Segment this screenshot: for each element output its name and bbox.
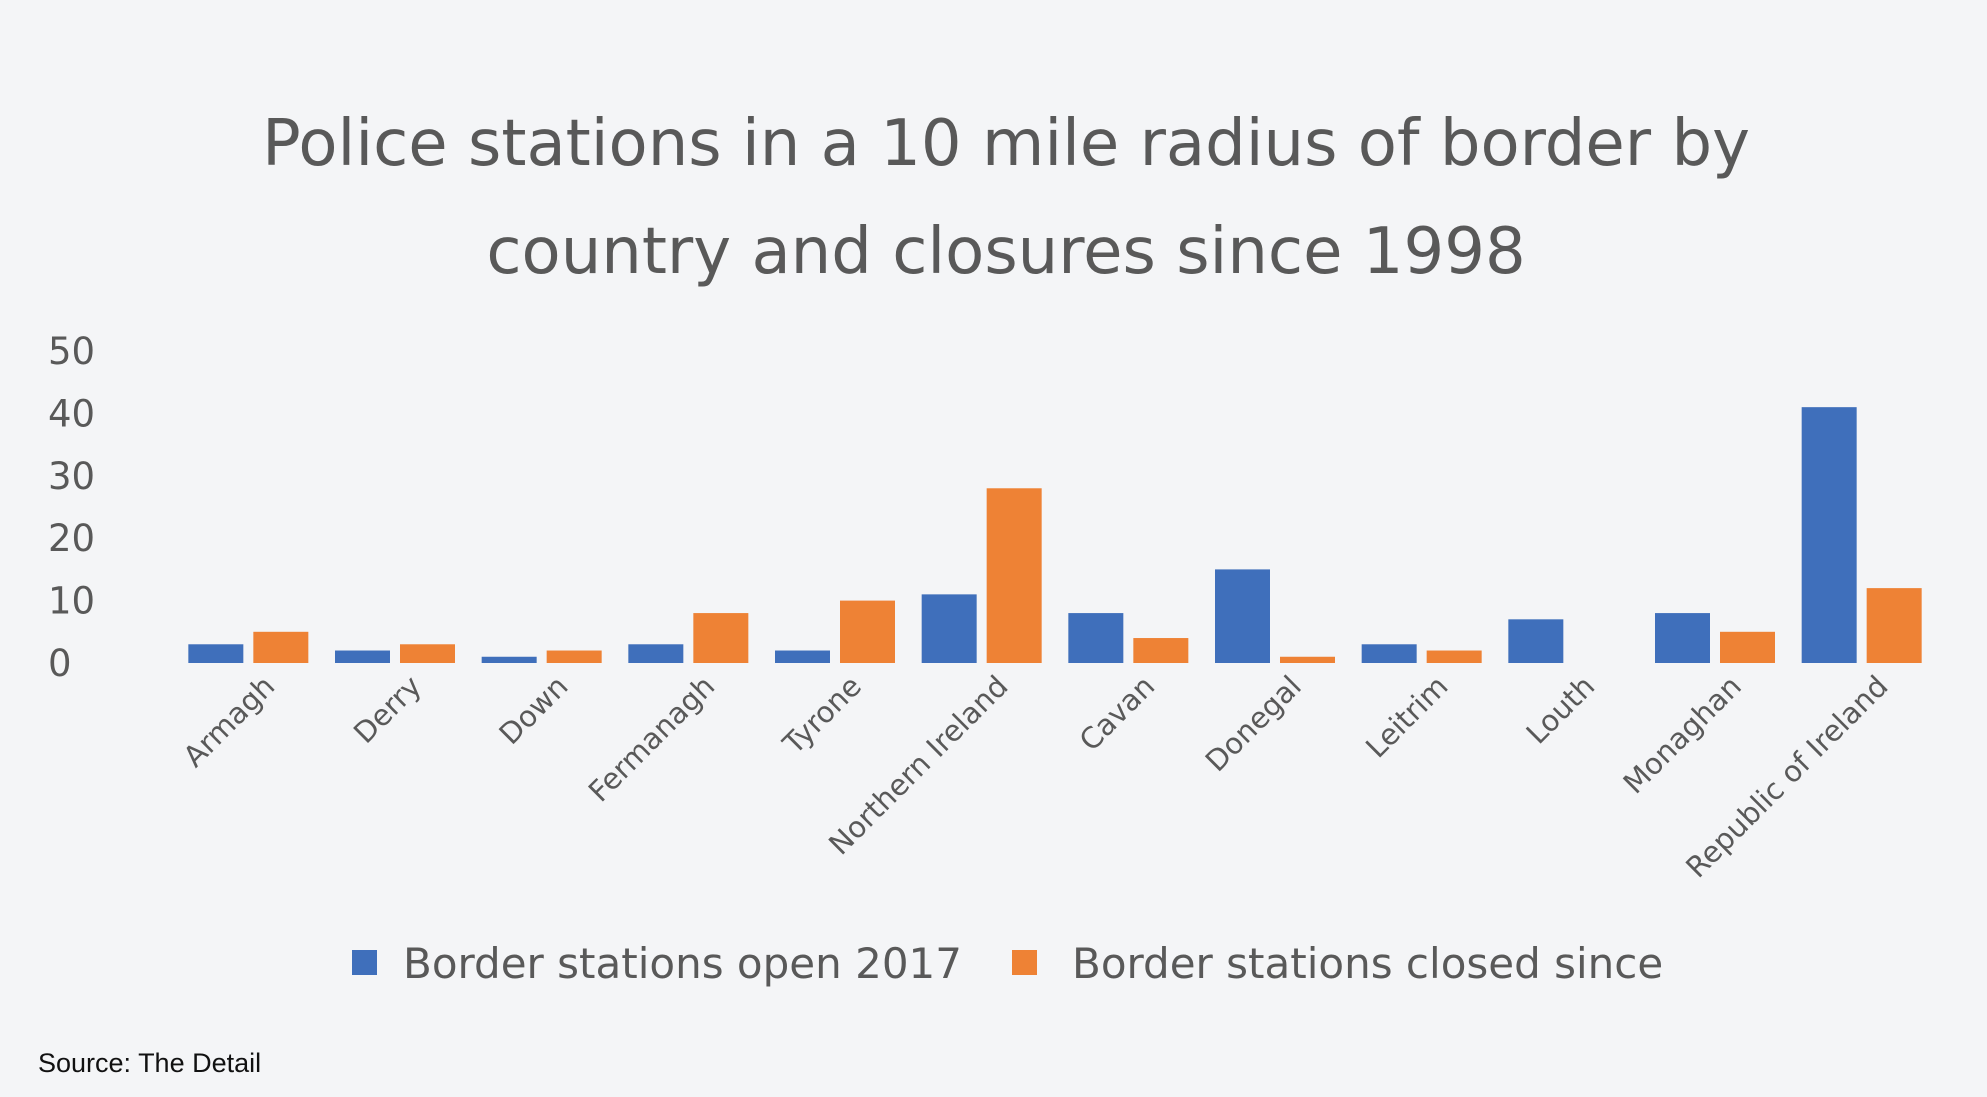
bar-open-derry	[335, 650, 390, 663]
source-note: Source: The Detail	[38, 1048, 261, 1078]
bar-open-cavan	[1068, 613, 1124, 663]
x-tick-label: Donegal	[1199, 669, 1308, 778]
bar-open-down	[481, 656, 537, 663]
legend-swatch-closed	[1012, 950, 1037, 975]
bar-closed-derry	[400, 644, 455, 663]
y-tick-label: 50	[48, 330, 95, 373]
x-tick-label: Armagh	[177, 669, 282, 774]
bar-closed-northern-ireland	[986, 488, 1042, 663]
y-tick-label: 0	[48, 642, 72, 685]
bar-closed-armagh	[253, 631, 309, 663]
x-tick-label: Down	[492, 669, 574, 751]
y-axis: 50 40 30 20 10 0	[48, 330, 95, 685]
chart-title-line-1: Police stations in a 10 mile radius of b…	[262, 107, 1750, 181]
bar-closed-republic-of-ireland	[1866, 588, 1922, 663]
y-tick-label: 10	[48, 580, 95, 623]
legend: Border stations open 2017 Border station…	[352, 939, 1663, 988]
chart-title-line-2: country and closures since 1998	[486, 215, 1525, 289]
x-tick-label: Monaghan	[1617, 669, 1748, 800]
bar-closed-down	[546, 650, 602, 663]
bar-open-leitrim	[1361, 644, 1417, 663]
bar-open-republic-of-ireland	[1801, 407, 1857, 663]
bar-closed-cavan	[1133, 638, 1189, 663]
bar-open-monaghan	[1655, 613, 1710, 663]
bar-open-fermanagh	[628, 644, 684, 663]
bar-open-tyrone	[775, 650, 830, 663]
bar-closed-leitrim	[1426, 650, 1482, 663]
x-tick-label: Derry	[347, 669, 428, 750]
bar-closed-monaghan	[1720, 631, 1775, 663]
x-tick-label: Leitrim	[1359, 669, 1455, 765]
bars	[188, 407, 1922, 663]
bar-open-louth	[1508, 619, 1564, 663]
x-tick-label: Fermanagh	[582, 669, 722, 809]
x-tick-label: Louth	[1520, 669, 1602, 751]
y-tick-label: 20	[48, 517, 95, 560]
bar-closed-donegal	[1280, 656, 1335, 663]
bar-closed-fermanagh	[693, 613, 749, 663]
bar-open-armagh	[188, 644, 244, 663]
bar-closed-tyrone	[840, 600, 895, 663]
y-tick-label: 30	[48, 455, 95, 498]
legend-label-open: Border stations open 2017	[403, 939, 962, 988]
bar-open-northern-ireland	[921, 594, 977, 663]
x-tick-label: Cavan	[1073, 669, 1162, 758]
x-tick-label: Tyrone	[776, 669, 868, 761]
y-tick-label: 40	[48, 392, 95, 435]
legend-label-closed: Border stations closed since	[1072, 939, 1663, 988]
bar-open-donegal	[1215, 569, 1270, 663]
legend-swatch-open	[352, 950, 377, 975]
